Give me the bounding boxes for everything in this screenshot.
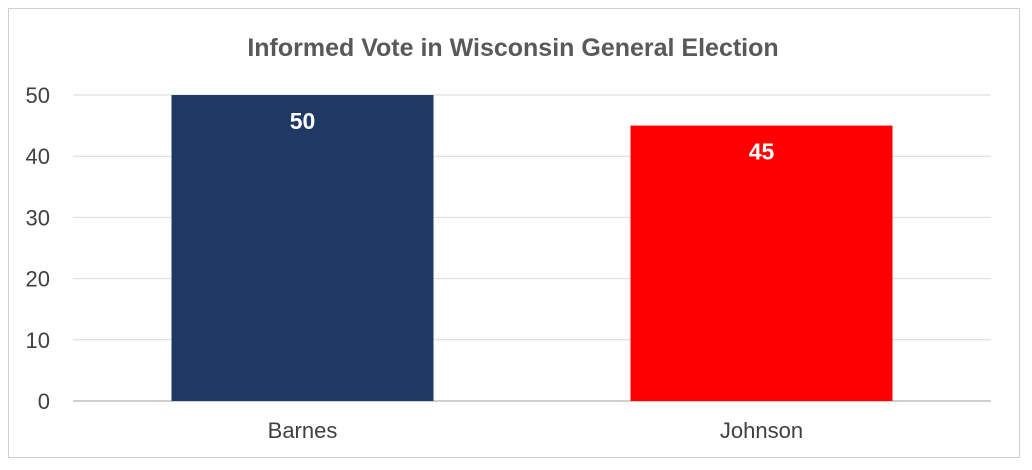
data-labels: 50 45 xyxy=(290,108,775,165)
y-tick-label: 0 xyxy=(38,389,50,414)
category-label-barnes: Barnes xyxy=(268,418,338,443)
bars xyxy=(171,95,893,401)
x-axis-categories: Barnes Johnson xyxy=(268,418,803,443)
y-tick-label: 20 xyxy=(26,267,50,292)
bar-barnes xyxy=(171,95,434,401)
y-tick-label: 40 xyxy=(26,144,50,169)
y-tick-label: 30 xyxy=(26,205,50,230)
y-tick-label: 10 xyxy=(26,328,50,353)
chart-title: Informed Vote in Wisconsin General Elect… xyxy=(247,34,778,62)
category-label-johnson: Johnson xyxy=(720,418,803,443)
y-tick-label: 50 xyxy=(26,83,50,108)
bar-johnson xyxy=(630,125,893,401)
y-axis-ticks: 0 10 20 30 40 50 xyxy=(26,83,50,414)
data-label-johnson: 45 xyxy=(749,139,775,165)
data-label-barnes: 50 xyxy=(290,108,316,134)
